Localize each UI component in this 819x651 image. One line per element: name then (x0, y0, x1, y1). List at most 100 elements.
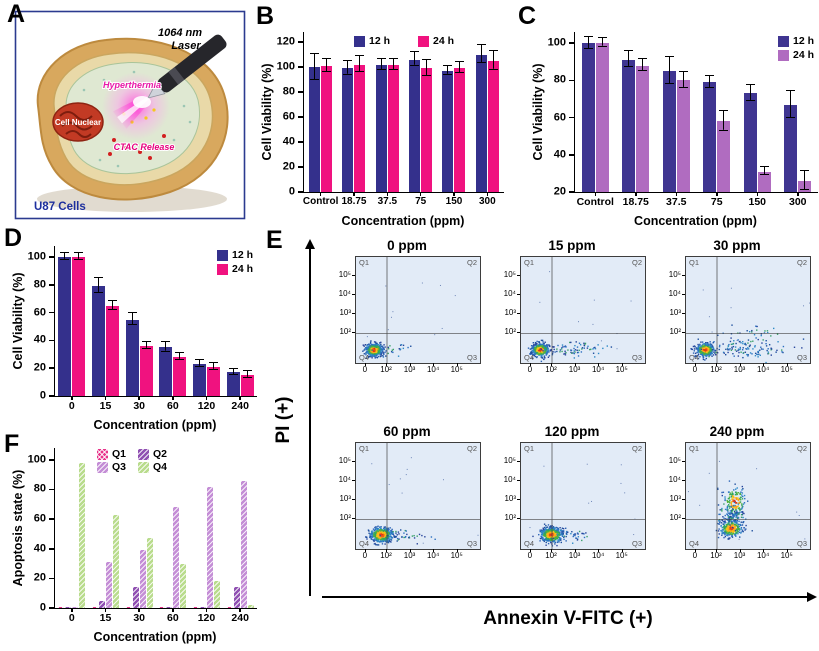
panel-a-illustration: 1064 nm Laser Hyperthermia Cell Nuclear … (14, 10, 246, 220)
x-tick-mark (453, 192, 455, 196)
y-tick-mark (682, 518, 685, 520)
bar (421, 68, 433, 192)
x-tick-label: 10² (545, 551, 557, 560)
bar (65, 607, 72, 608)
y-tick-mark (49, 488, 55, 491)
x-tick-mark (763, 363, 765, 366)
y-axis-label: Cell Viability (%) (531, 63, 545, 161)
error-bar (443, 65, 453, 75)
x-tick-label: 0 (68, 400, 75, 412)
x-tick-label: 10² (710, 365, 722, 374)
quadrant-label-q2: Q2 (631, 258, 642, 267)
x-tick-mark (239, 396, 241, 400)
x-tick-label: 10⁵ (780, 551, 793, 560)
legend-label: 24 h (433, 35, 455, 47)
bar (58, 257, 72, 396)
x-tick-mark (529, 549, 531, 552)
y-tick-mark (298, 66, 304, 68)
x-tick-mark (574, 363, 576, 366)
x-tick-mark (71, 608, 73, 612)
x-tick-label: 0 (362, 365, 368, 374)
flow-plot: Q1 Q2 Q4 Q3 (520, 256, 646, 364)
legend-item: 24 h (777, 49, 814, 61)
legend-item: Q4 (138, 461, 167, 473)
flow-panel-title: 120 ppm (544, 424, 600, 439)
x-tick-label: 10⁴ (591, 551, 605, 560)
x-tick-label: 75 (415, 196, 427, 207)
error-bar (141, 341, 151, 349)
bar (226, 372, 240, 396)
bar-group: 15 (89, 246, 123, 411)
quadrant-label-q4: Q4 (359, 538, 370, 548)
x-tick-label: 10² (380, 365, 392, 374)
y-tick-mark (569, 116, 575, 119)
bar-group: Control (575, 32, 616, 207)
y-tick-mark (682, 332, 685, 334)
x-tick-mark (205, 396, 208, 400)
y-tick-mark (49, 577, 55, 580)
x-tick-label: 240 (231, 400, 249, 412)
x-tick-mark (364, 549, 366, 552)
bar (146, 538, 153, 608)
legend-swatch (97, 461, 108, 473)
error-bar (786, 89, 796, 118)
x-tick-label: 10³ (568, 365, 581, 374)
y-tick-label: 10⁵ (503, 270, 516, 280)
x-tick-label: 15 (99, 400, 112, 412)
x-tick-mark (172, 396, 174, 400)
y-tick-mark (49, 459, 55, 461)
y-tick-mark (682, 313, 685, 315)
flow-scatter-canvas (521, 443, 645, 549)
bar (112, 514, 119, 608)
y-tick-mark (352, 275, 355, 277)
error-bar (705, 74, 715, 88)
bar-group: 75 (697, 32, 738, 207)
bar-group: 240 (223, 448, 257, 623)
bar (139, 346, 153, 396)
quadrant-label-q1: Q1 (689, 258, 700, 267)
laser-label-line2: Laser (171, 40, 201, 52)
x-axis-label: Concentration (ppm) (634, 214, 757, 228)
x-tick-mark (239, 608, 241, 612)
x-tick-mark (756, 192, 758, 196)
x-tick-mark (716, 363, 717, 366)
legend-label: Q3 (112, 461, 127, 473)
y-tick-label: 10⁴ (338, 289, 351, 299)
quadrant-label-q2: Q2 (631, 444, 642, 453)
y-tick-label: 10⁴ (668, 475, 681, 485)
y-tick-label: 0 (39, 601, 46, 614)
panel-b-chart: Cell Viability (%) 0 20 40 60 80 100 120 Control… (255, 8, 515, 228)
legend-label: Q2 (153, 448, 168, 460)
y-tick-mark (49, 518, 55, 520)
x-tick-label: 37.5 (666, 196, 687, 208)
x-tick-mark (138, 396, 140, 400)
y-tick-label: 10³ (504, 494, 516, 504)
error-bar (624, 50, 634, 68)
x-tick-label: 120 (197, 612, 216, 624)
error-bar (161, 341, 171, 352)
y-tick-label: 20 (33, 571, 46, 584)
legend-label: Q1 (112, 448, 127, 460)
x-tick-mark (433, 549, 435, 552)
y-tick-mark (352, 461, 355, 463)
x-tick-label: 10⁵ (450, 365, 463, 374)
x-tick-label: 15 (99, 612, 112, 624)
plot-area: 0 20 40 60 80 100 120 Control 18.75 37.5 75 150 300 1… (277, 32, 504, 207)
bar (159, 347, 173, 396)
y-tick-label: 60 (553, 111, 566, 124)
quadrant-label-q1: Q1 (524, 258, 535, 267)
error-bar (678, 70, 688, 88)
x-axis-label: Concentration (ppm) (341, 214, 465, 228)
error-bar (583, 35, 593, 49)
error-bar (422, 58, 432, 76)
x-tick-mark (551, 363, 552, 366)
y-tick-label: 10² (504, 327, 516, 337)
x-tick-label: 60 (166, 400, 179, 412)
bar-group: 240 (223, 246, 257, 411)
bar (180, 563, 187, 608)
x-tick-label: 10³ (403, 365, 416, 374)
x-tick-label: 18.75 (622, 196, 649, 208)
y-tick-label: 20 (282, 160, 295, 173)
bar (354, 64, 366, 192)
error-bar (208, 362, 218, 370)
